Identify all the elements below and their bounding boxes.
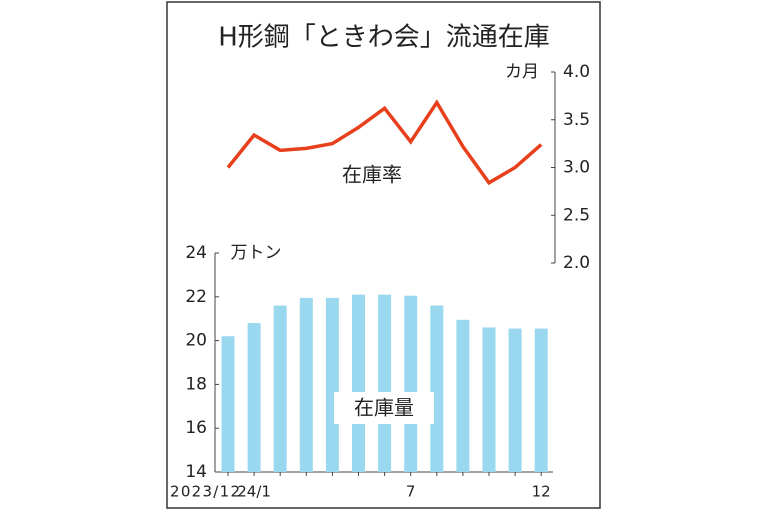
y2-axis-label: カ月 — [505, 62, 539, 82]
x-tick-label: 12 — [532, 483, 551, 501]
bar — [430, 305, 444, 472]
bar — [534, 328, 548, 472]
frame — [166, 1, 601, 509]
series-label: 在庫率 — [342, 163, 402, 187]
y2-tick-label: 2.0 — [563, 253, 590, 273]
x-tick-label: 2023/12 — [170, 483, 240, 501]
bar — [299, 297, 313, 472]
x-tick-label: 24/1 — [237, 483, 271, 501]
bar — [247, 323, 261, 472]
y-tick-label: 24 — [185, 243, 207, 263]
bar — [352, 294, 365, 472]
y-tick-label: 18 — [185, 374, 207, 394]
y2-tick-label: 2.5 — [563, 205, 590, 225]
y-axis-label: 万トン — [231, 243, 282, 263]
y-tick-label: 20 — [185, 331, 207, 351]
line — [226, 99, 543, 186]
bar — [378, 294, 392, 472]
y2-tick-label: 4.0 — [563, 62, 590, 82]
bar — [404, 295, 418, 472]
bar — [508, 328, 522, 472]
y-tick-label: 22 — [185, 287, 207, 307]
bar — [482, 327, 496, 472]
bar-label-bg — [334, 392, 434, 424]
series-label: 在庫量 — [354, 396, 414, 420]
y-tick-label: 14 — [185, 462, 207, 482]
bar — [221, 336, 235, 472]
y2-tick-label: 3.0 — [563, 158, 590, 178]
y2-tick-label: 3.5 — [563, 110, 590, 130]
y-tick-label: 16 — [185, 418, 207, 438]
chart-title: H形鋼「ときわ会」流通在庫 — [218, 23, 550, 53]
bar — [325, 297, 339, 472]
x-tick-label: 7 — [406, 483, 416, 501]
bar — [273, 305, 287, 472]
bar — [456, 319, 470, 472]
